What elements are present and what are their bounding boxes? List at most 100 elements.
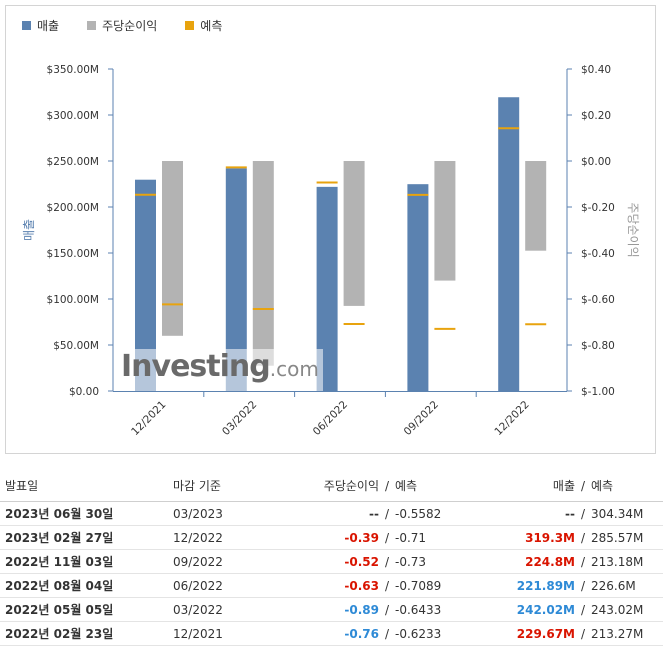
- revenue-bar: [225, 168, 247, 391]
- watermark-domain: .com: [269, 357, 319, 381]
- eps-bar: [434, 161, 456, 281]
- revenue-cell: --: [487, 501, 575, 526]
- right-axis-title: 주당순이익: [626, 202, 640, 257]
- table-header-row: 발표일 마감 기준 주당순이익 / 예측 매출 / 예측: [0, 470, 663, 502]
- table-row: 2022년 08월 04일 06/2022 -0.63/-0.7089 221.89M…: [0, 573, 663, 598]
- earnings-table: 발표일 마감 기준 주당순이익 / 예측 매출 / 예측 2023년 06월 3…: [0, 470, 663, 646]
- revenue-forecast-cell: 226.6M: [591, 573, 663, 598]
- left-axis-tick-label: $350.00M: [47, 64, 99, 76]
- revenue-slash: /: [575, 501, 591, 526]
- eps-bar: [252, 161, 274, 366]
- table-row: 2022년 02월 23일 12/2021 -0.76/-0.6233 229.67M…: [0, 621, 663, 646]
- revenue-cell: 221.89M: [487, 573, 575, 598]
- revenue-slash: /: [575, 525, 591, 550]
- left-axis-title: 매출: [22, 219, 36, 241]
- header-revenue[interactable]: 매출: [487, 470, 575, 502]
- right-axis-tick-label: $-0.20: [581, 202, 615, 214]
- period-end-cell: 03/2023: [173, 501, 263, 526]
- revenue-bar: [407, 184, 429, 391]
- release-date-cell: 2022년 02월 23일: [0, 621, 173, 646]
- revenue-slash: /: [575, 573, 591, 598]
- x-axis-tick-label: 09/2022: [402, 399, 441, 438]
- table-row: 2022년 11월 03일 09/2022 -0.52/-0.73 224.8M/21…: [0, 549, 663, 574]
- eps-slash: /: [379, 501, 395, 526]
- table-row: 2023년 06월 30일 03/2023 -- / -0.5582 --/304.34M: [0, 501, 663, 526]
- revenue-cell: 229.67M: [487, 621, 575, 646]
- header-revenue-forecast[interactable]: 예측: [591, 470, 663, 502]
- eps-cell: -0.89: [263, 597, 379, 622]
- legend-swatch-revenue: [22, 20, 31, 30]
- eps-cell: -0.63: [263, 573, 379, 598]
- header-eps-slash: /: [379, 470, 395, 502]
- eps-slash: /: [379, 573, 395, 598]
- eps-cell: -0.39: [263, 525, 379, 550]
- revenue-slash: /: [575, 621, 591, 646]
- right-axis-tick-label: $0.00: [581, 156, 611, 168]
- eps-forecast-cell: -0.71: [395, 525, 487, 550]
- legend-label-eps: 주당순이익: [102, 18, 158, 33]
- legend-item-revenue[interactable]: 매출: [22, 17, 59, 34]
- x-axis-tick-label: 03/2022: [220, 399, 259, 438]
- x-axis-tick-label: 06/2022: [311, 399, 350, 438]
- eps-slash: /: [379, 597, 395, 622]
- eps-cell: -0.52: [263, 549, 379, 574]
- revenue-forecast-cell: 304.34M: [591, 501, 663, 526]
- right-axis-tick-label: $-1.00: [581, 386, 615, 398]
- x-axis-tick-label: 12/2021: [129, 399, 168, 438]
- release-date-cell: 2023년 06월 30일: [0, 501, 173, 526]
- revenue-bar: [135, 179, 156, 391]
- revenue-forecast-cell: 243.02M: [591, 597, 663, 622]
- legend-label-forecast: 예측: [200, 18, 223, 33]
- left-axis-tick-label: $150.00M: [47, 248, 99, 260]
- period-end-cell: 12/2022: [173, 525, 263, 550]
- revenue-slash: /: [575, 597, 591, 622]
- left-axis-tick-label: $100.00M: [47, 294, 99, 306]
- release-date-cell: 2023년 02월 27일: [0, 525, 173, 550]
- left-axis-tick-label: $300.00M: [47, 110, 99, 122]
- legend-swatch-eps: [87, 20, 97, 30]
- eps-forecast-cell: -0.6233: [395, 621, 487, 646]
- table-body: 2023년 06월 30일 03/2023 -- / -0.5582 --/304.34M…: [0, 501, 663, 646]
- legend-label-revenue: 매출: [37, 18, 60, 33]
- right-axis-tick-label: $-0.40: [581, 248, 615, 260]
- eps-forecast-cell: -0.5582: [395, 501, 487, 526]
- eps-forecast-cell: -0.7089: [395, 573, 487, 598]
- header-eps[interactable]: 주당순이익: [263, 470, 379, 502]
- table-row: 2023년 02월 27일 12/2022 -0.39/-0.71 319.3M/28…: [0, 525, 663, 550]
- release-date-cell: 2022년 11월 03일: [0, 549, 173, 574]
- period-end-cell: 09/2022: [173, 549, 263, 574]
- eps-bar: [343, 161, 365, 306]
- table-row: 2022년 05월 05일 03/2022 -0.89/-0.6433 242.02M…: [0, 597, 663, 622]
- revenue-cell: 319.3M: [487, 525, 575, 550]
- left-axis-tick-label: $250.00M: [47, 156, 99, 168]
- header-release-date[interactable]: 발표일: [0, 470, 173, 502]
- eps-forecast-cell: -0.6433: [395, 597, 487, 622]
- header-period-end[interactable]: 마감 기준: [173, 470, 263, 502]
- revenue-slash: /: [575, 549, 591, 574]
- right-axis-tick-label: $0.20: [581, 110, 611, 122]
- legend-swatch-forecast: [185, 20, 195, 30]
- period-end-cell: 03/2022: [173, 597, 263, 622]
- chart-plot: $0.00 $50.00M $100.00M $150.00M $200.00M $250…: [22, 64, 640, 438]
- watermark-brand: Investing: [121, 349, 271, 384]
- revenue-cell: 224.8M: [487, 549, 575, 574]
- eps-cell: --: [263, 501, 379, 526]
- eps-forecast-cell: -0.73: [395, 549, 487, 574]
- release-date-cell: 2022년 08월 04일: [0, 573, 173, 598]
- header-eps-forecast[interactable]: 예측: [395, 470, 487, 502]
- chart-legend: 매출 주당순이익 예측: [22, 17, 250, 33]
- x-axis-tick-label: 12/2022: [492, 399, 531, 438]
- revenue-cell: 242.02M: [487, 597, 575, 622]
- revenue-bar: [316, 186, 338, 391]
- investing-watermark-logo: Investing .com: [117, 349, 323, 391]
- release-date-cell: 2022년 05월 05일: [0, 597, 173, 622]
- revenue-forecast-cell: 213.27M: [591, 621, 663, 646]
- period-end-cell: 06/2022: [173, 573, 263, 598]
- revenue-forecast-cell: 285.57M: [591, 525, 663, 550]
- legend-item-forecast[interactable]: 예측: [185, 17, 222, 34]
- legend-item-eps[interactable]: 주당순이익: [87, 17, 157, 34]
- revenue-bar: [498, 97, 520, 391]
- left-axis-tick-label: $50.00M: [53, 340, 99, 352]
- period-end-cell: 12/2021: [173, 621, 263, 646]
- revenue-forecast-cell: 213.18M: [591, 549, 663, 574]
